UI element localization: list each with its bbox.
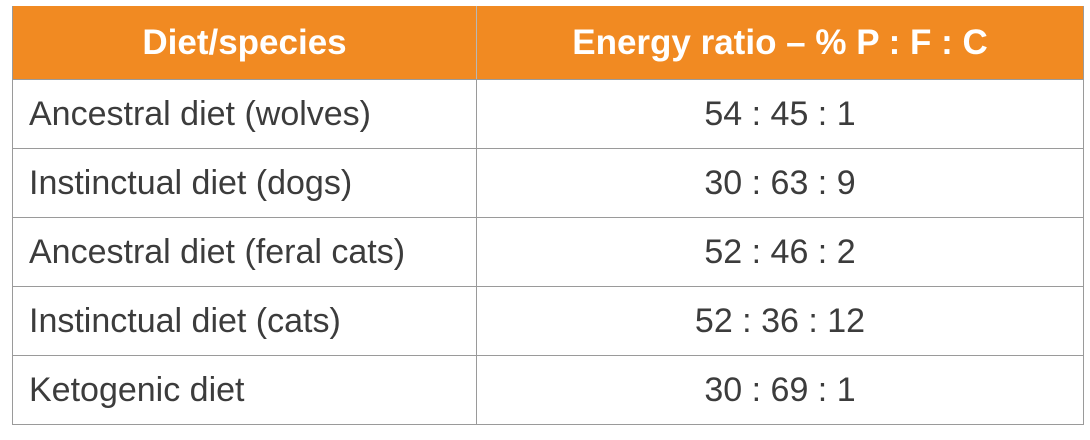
table-row: Ancestral diet (feral cats) 52 : 46 : 2 [12,217,1084,287]
table-header: Diet/species Energy ratio – % P : F : C [12,6,1084,80]
header-diet-species: Diet/species [12,6,477,80]
diet-cell: Instinctual diet (cats) [12,286,477,356]
table-row: Ketogenic diet 30 : 69 : 1 [12,355,1084,425]
diet-cell: Ancestral diet (wolves) [12,79,477,149]
ratio-cell: 30 : 69 : 1 [476,355,1084,425]
table-row: Instinctual diet (dogs) 30 : 63 : 9 [12,148,1084,218]
diet-cell: Instinctual diet (dogs) [12,148,477,218]
table-body: Ancestral diet (wolves) 54 : 45 : 1 Inst… [12,79,1084,425]
header-row: Diet/species Energy ratio – % P : F : C [12,6,1084,80]
ratio-cell: 52 : 36 : 12 [476,286,1084,356]
ratio-cell: 52 : 46 : 2 [476,217,1084,287]
table-row: Ancestral diet (wolves) 54 : 45 : 1 [12,79,1084,149]
diet-energy-ratio-table: Diet/species Energy ratio – % P : F : C … [12,6,1084,425]
ratio-cell: 30 : 63 : 9 [476,148,1084,218]
diet-cell: Ancestral diet (feral cats) [12,217,477,287]
table-row: Instinctual diet (cats) 52 : 36 : 12 [12,286,1084,356]
header-energy-ratio: Energy ratio – % P : F : C [476,6,1084,80]
diet-cell: Ketogenic diet [12,355,477,425]
ratio-cell: 54 : 45 : 1 [476,79,1084,149]
